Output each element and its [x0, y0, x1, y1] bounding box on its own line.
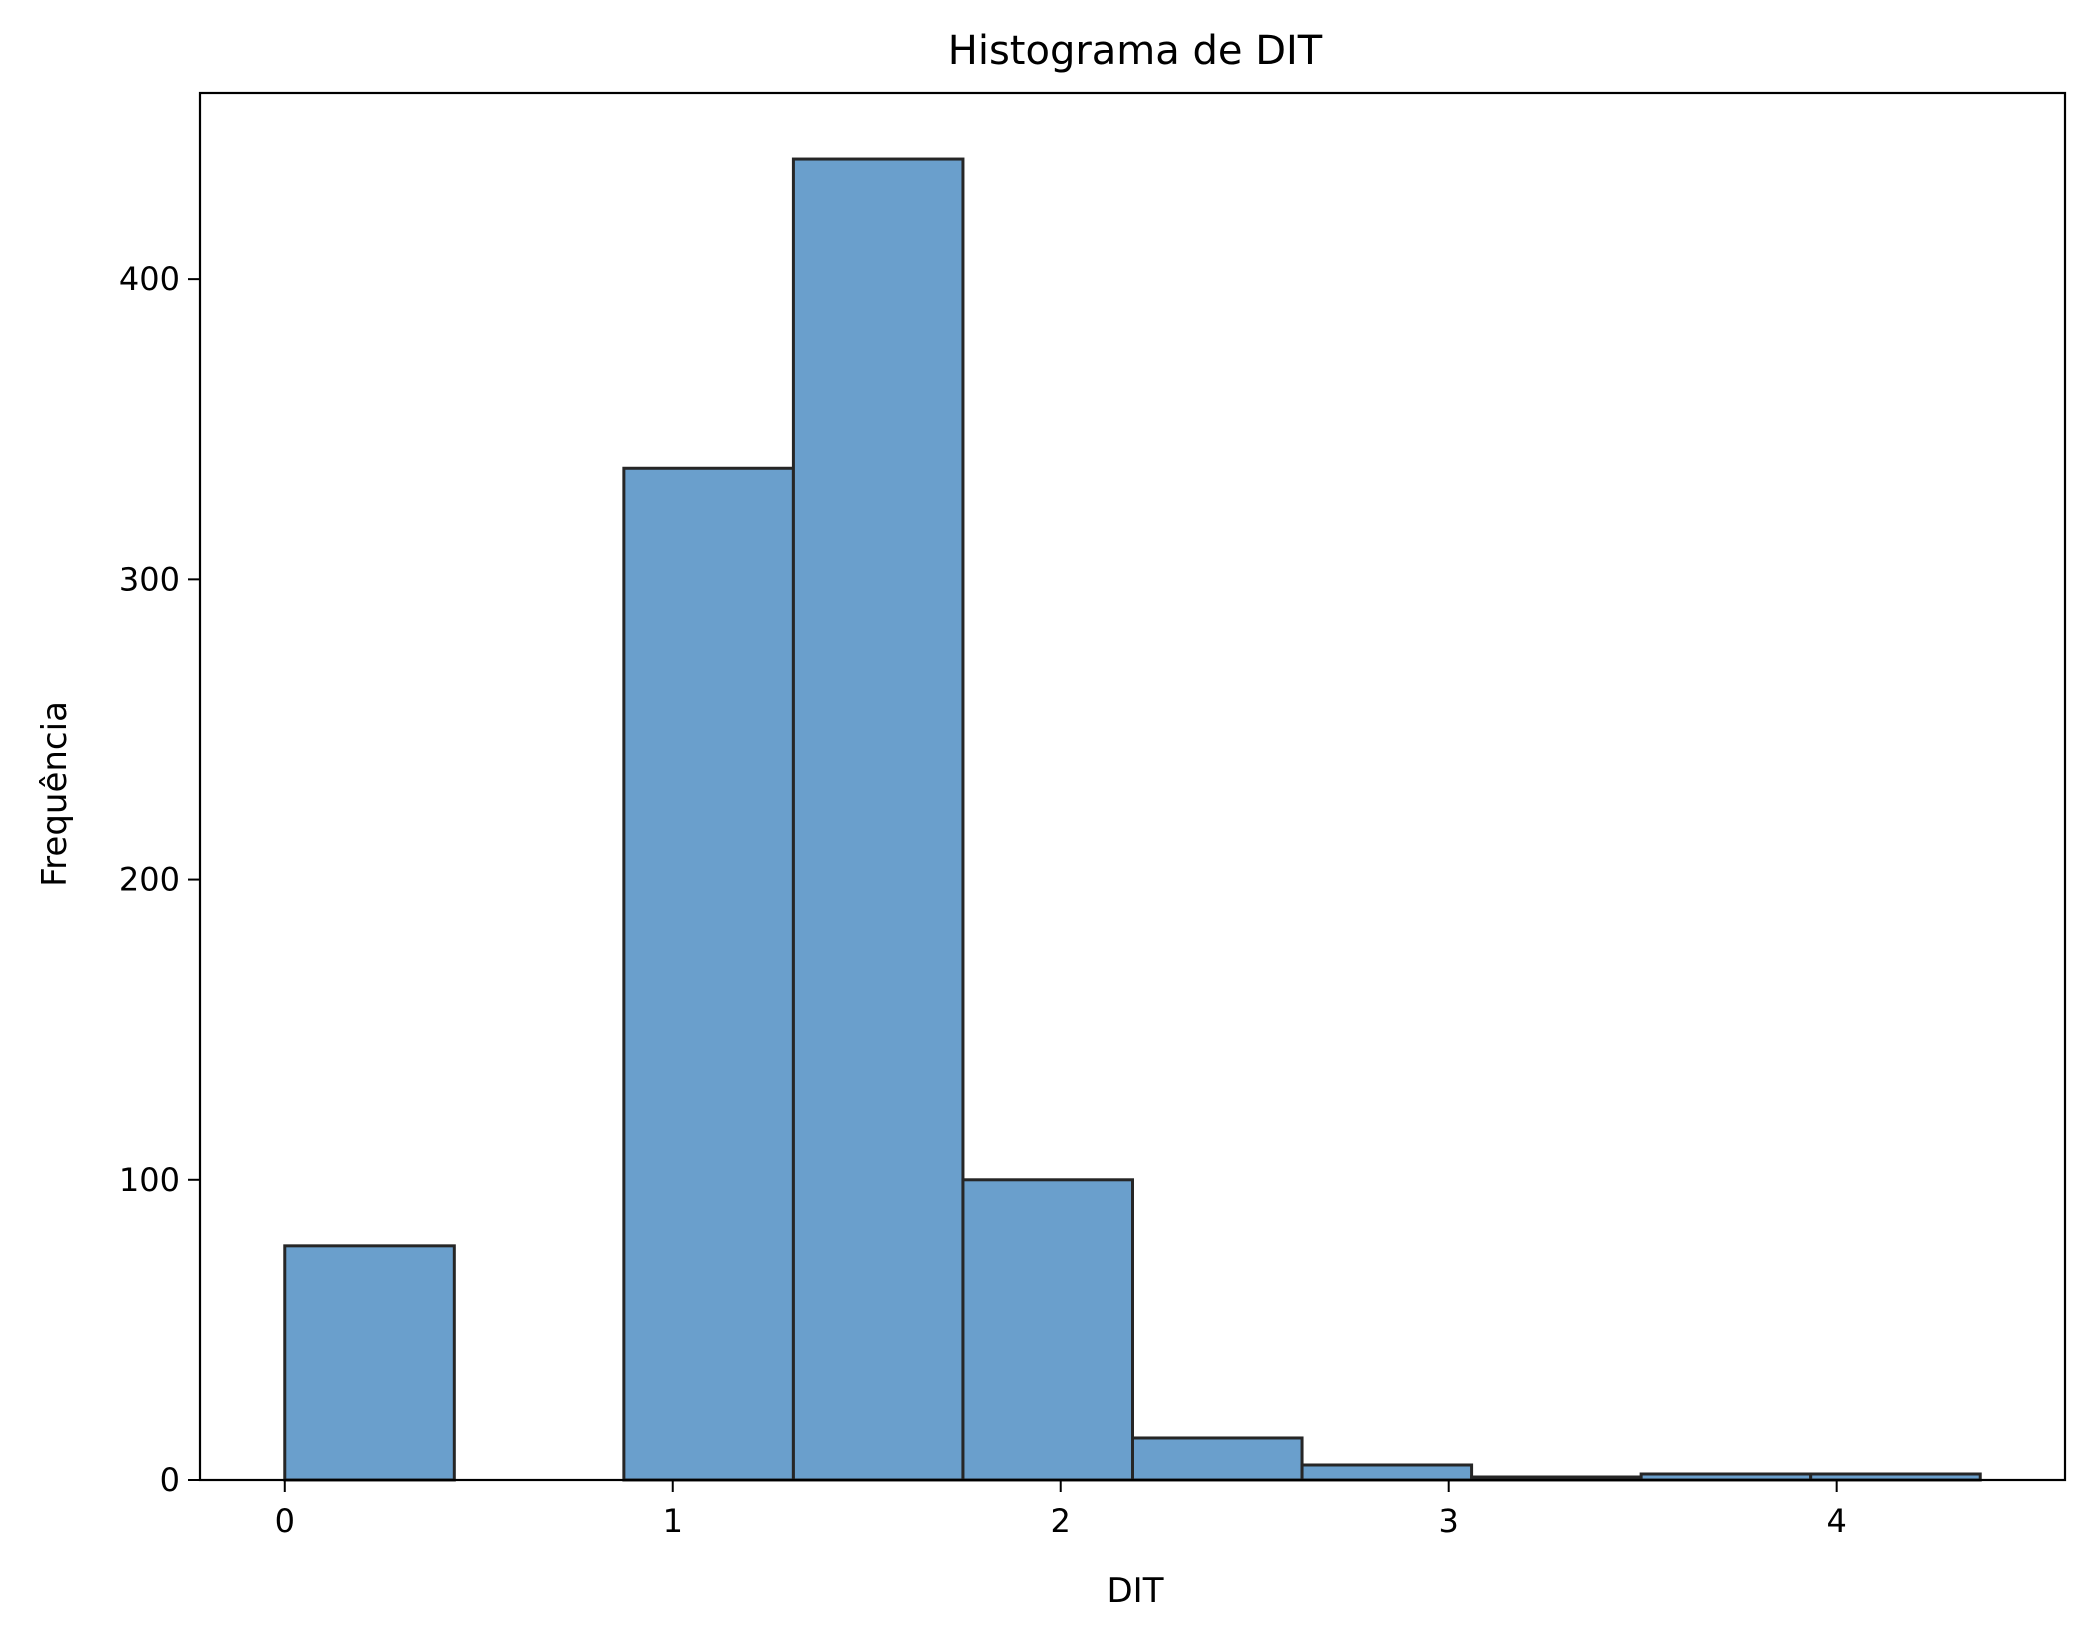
- x-tick-label: 4: [1826, 1502, 1846, 1540]
- histogram-bar: [791, 157, 965, 1482]
- histogram-bar: [1131, 1436, 1304, 1482]
- y-tick-label: 300: [119, 560, 180, 598]
- y-tick-label: 100: [119, 1161, 180, 1199]
- x-axis-label: DIT: [1107, 1571, 1164, 1611]
- bars-group: [283, 157, 1982, 1482]
- histogram-bar: [622, 466, 795, 1482]
- y-tick-label: 0: [160, 1461, 180, 1499]
- histogram-bar: [1300, 1463, 1474, 1482]
- ticks-group: 0 1 2 3 4 0 100 200 300 400: [119, 260, 1847, 1540]
- y-axis-label: Frequência: [35, 701, 75, 887]
- chart-title: Histograma de DIT: [948, 28, 1323, 74]
- y-tick-label: 200: [119, 861, 180, 899]
- x-tick-label: 1: [663, 1502, 683, 1540]
- x-tick-label: 2: [1051, 1502, 1071, 1540]
- plot-area-frame: [198, 91, 2067, 1482]
- histogram-bar: [283, 1244, 456, 1482]
- histogram-bar: [961, 1178, 1134, 1482]
- y-tick-label: 400: [119, 260, 180, 298]
- x-tick-label: 3: [1439, 1502, 1459, 1540]
- x-tick-label: 0: [275, 1502, 295, 1540]
